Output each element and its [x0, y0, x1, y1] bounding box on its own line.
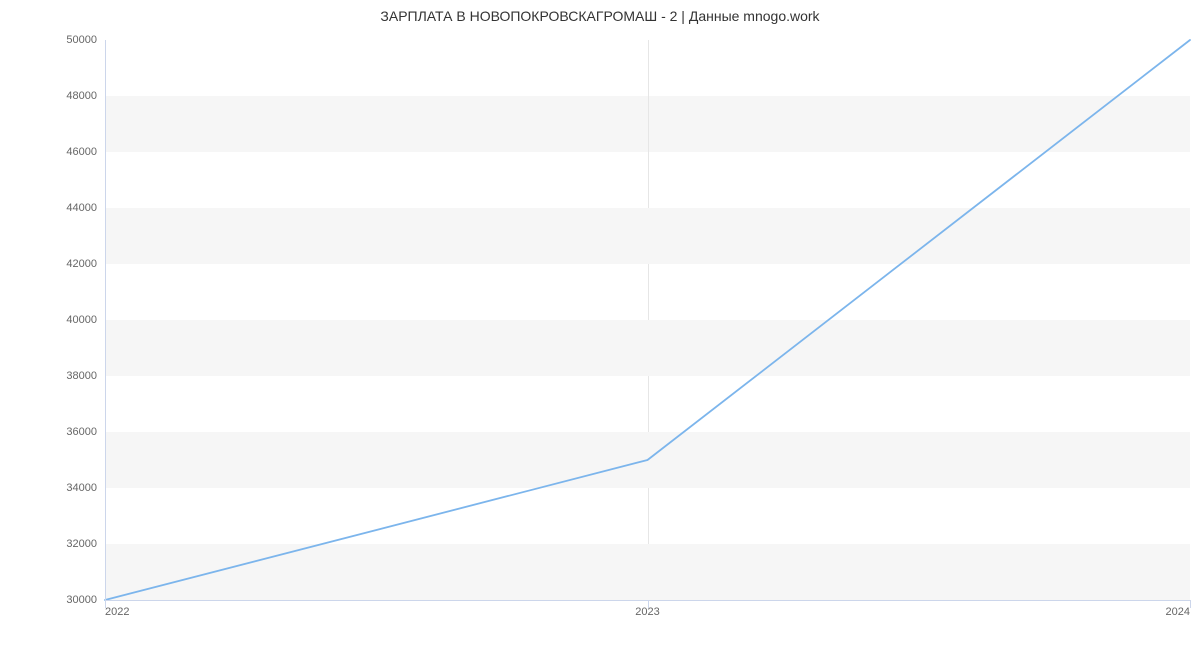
y-tick-label: 30000 [66, 594, 97, 606]
x-tick-label: 2023 [635, 606, 659, 618]
y-tick-label: 40000 [66, 314, 97, 326]
series-path [105, 40, 1190, 600]
y-tick-label: 34000 [66, 482, 97, 494]
y-tick-label: 42000 [66, 258, 97, 270]
salary-line-chart: ЗАРПЛАТА В НОВОПОКРОВСКАГРОМАШ - 2 | Дан… [0, 0, 1200, 650]
x-tick-label: 2022 [105, 606, 129, 618]
x-tick-mark [1190, 600, 1191, 608]
chart-title: ЗАРПЛАТА В НОВОПОКРОВСКАГРОМАШ - 2 | Дан… [0, 8, 1200, 24]
y-axis-line [105, 40, 106, 600]
y-tick-label: 48000 [66, 90, 97, 102]
line-series [105, 40, 1190, 600]
plot-area: 3000032000340003600038000400004200044000… [105, 40, 1190, 600]
y-tick-label: 44000 [66, 202, 97, 214]
y-tick-label: 46000 [66, 146, 97, 158]
y-tick-label: 36000 [66, 426, 97, 438]
x-tick-label: 2024 [1166, 606, 1190, 618]
y-tick-label: 38000 [66, 370, 97, 382]
y-tick-label: 32000 [66, 538, 97, 550]
y-tick-label: 50000 [66, 34, 97, 46]
